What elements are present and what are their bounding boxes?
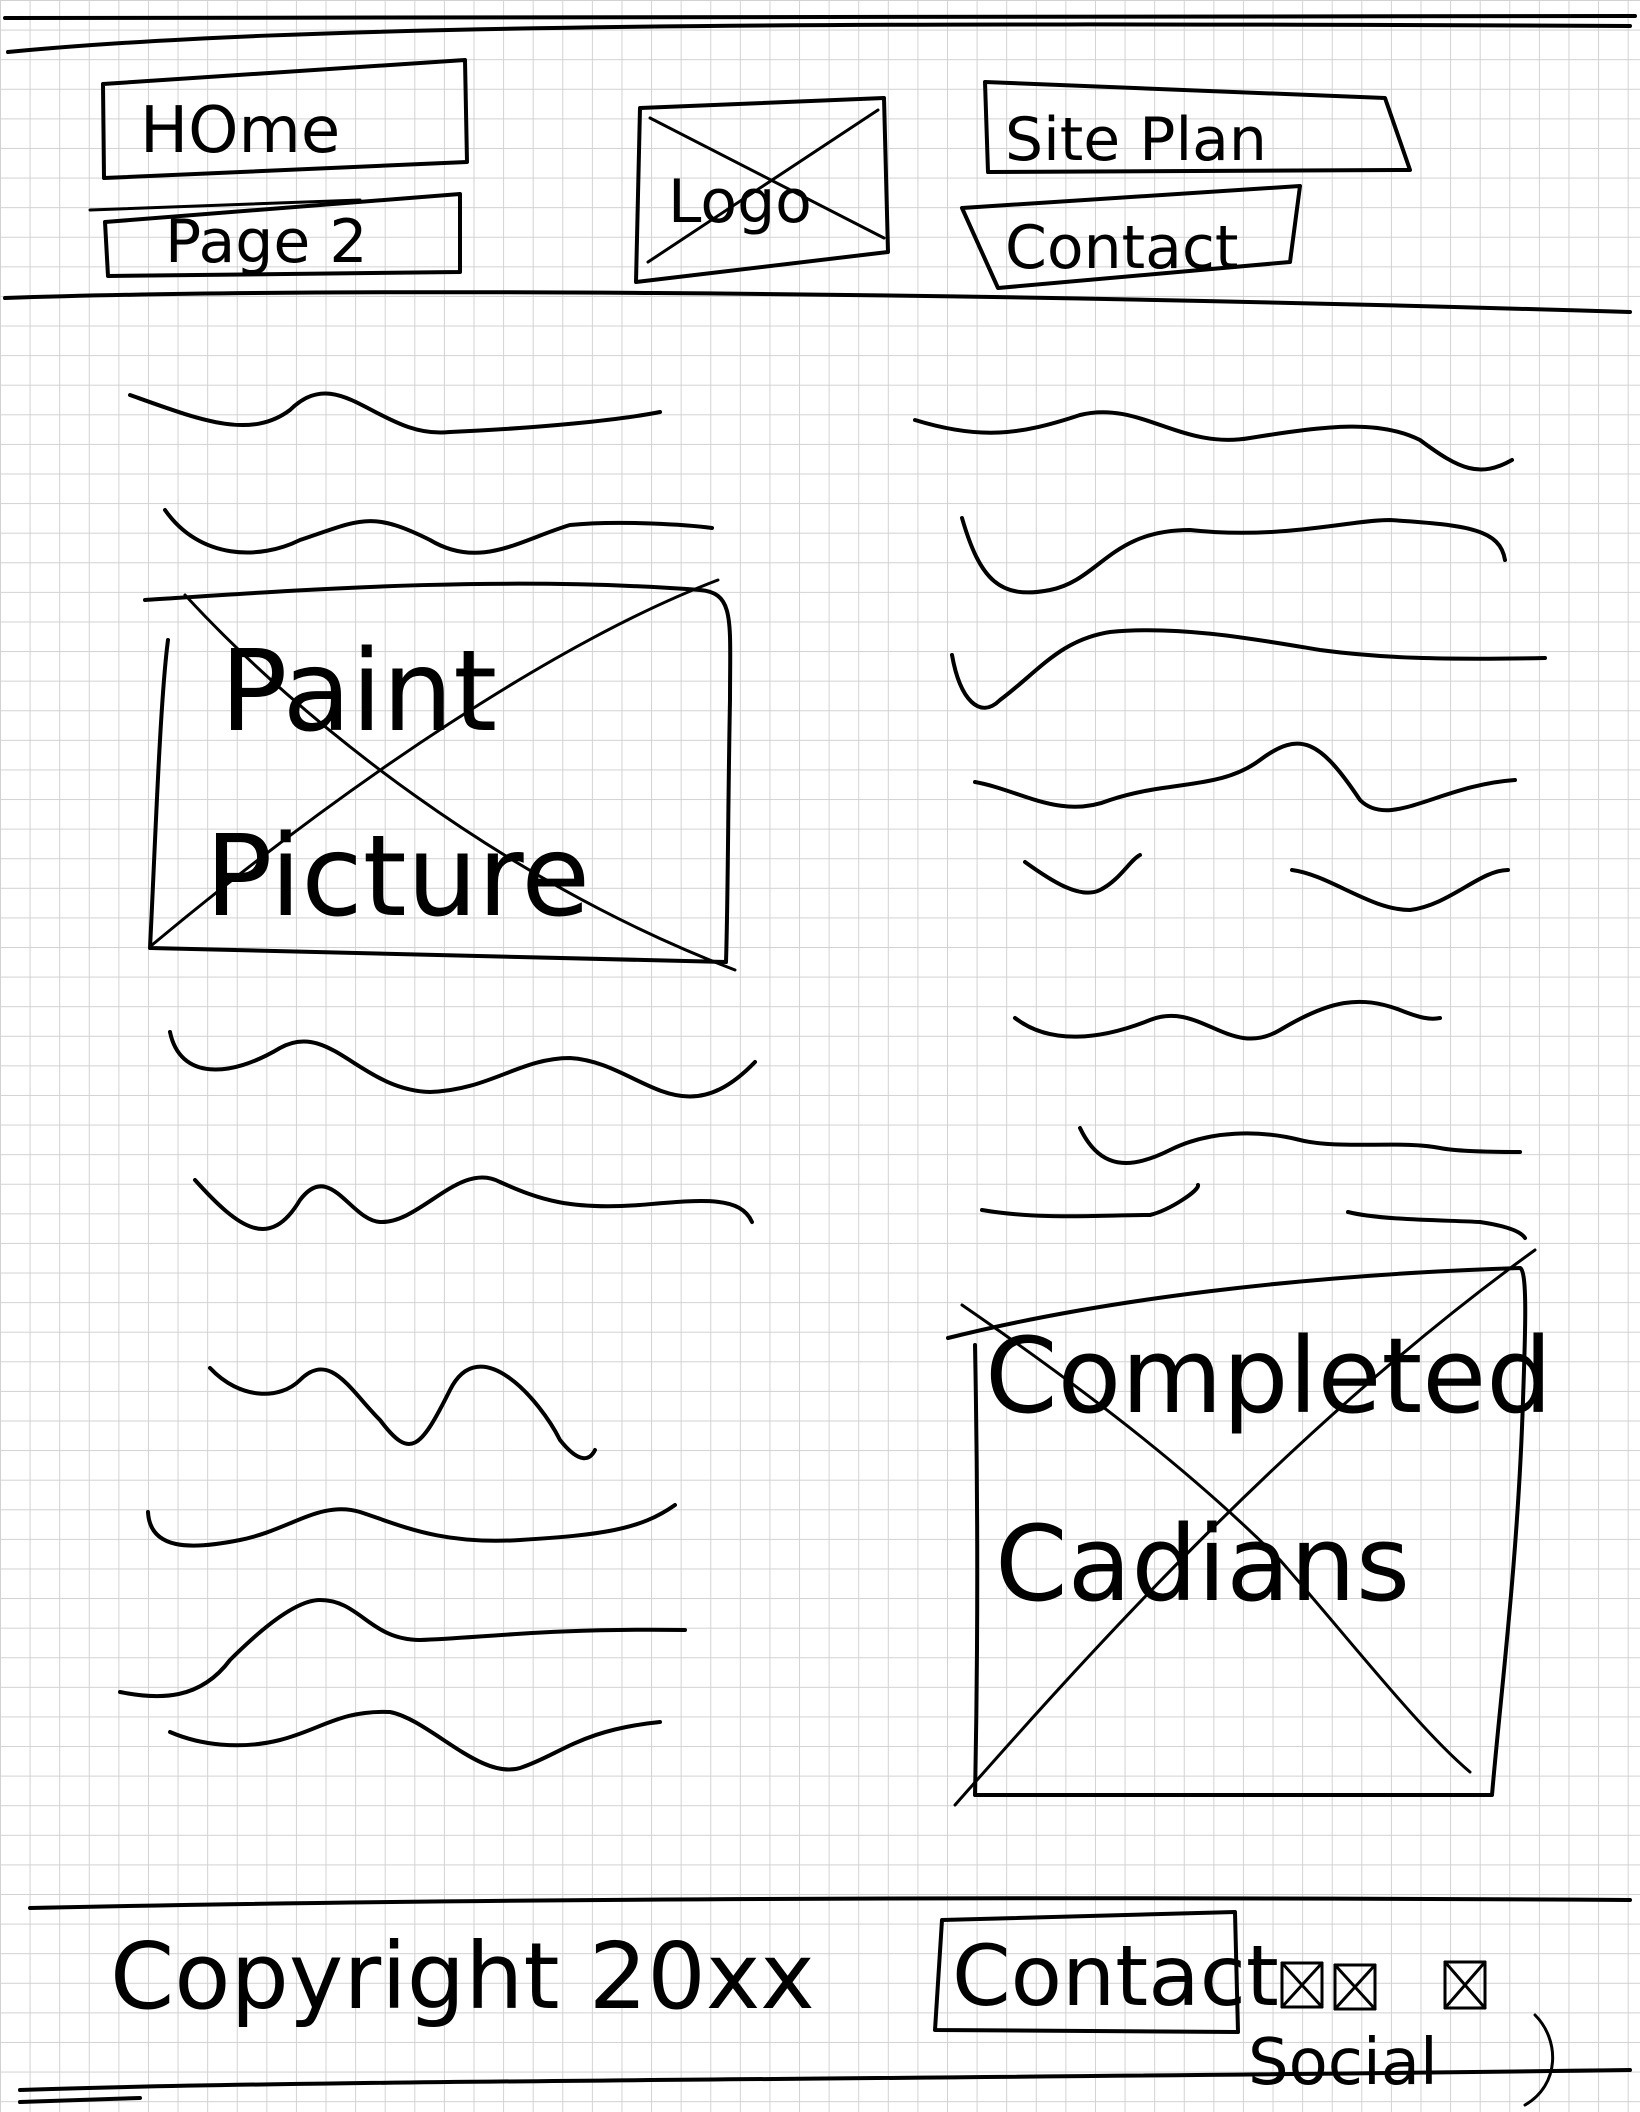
header: HOme Page 2 Logo Site Plan Contact xyxy=(3,11,1637,314)
page2-nav-label: Page 2 xyxy=(165,207,368,277)
contact-nav-button[interactable]: Contact xyxy=(960,184,1302,290)
text-line xyxy=(1290,868,1510,912)
site-plan-nav-button[interactable]: Site Plan xyxy=(983,80,1412,175)
text-line xyxy=(973,741,1517,813)
paint-picture-label-line2: Picture xyxy=(205,812,590,942)
site-plan-nav-label: Site Plan xyxy=(1005,105,1267,175)
text-line xyxy=(168,1709,662,1772)
text-line xyxy=(118,1598,687,1699)
text-line xyxy=(168,1030,757,1099)
text-line xyxy=(193,1175,754,1231)
header-bottom-border xyxy=(3,290,1632,314)
home-nav-label: HOme xyxy=(140,94,340,168)
contact-nav-label: Contact xyxy=(1005,213,1238,283)
social-icon-2[interactable] xyxy=(1333,1963,1377,2011)
page2-nav-button[interactable]: Page 2 xyxy=(88,192,462,278)
text-line xyxy=(146,1503,677,1548)
completed-cadians-label-line1: Completed xyxy=(985,1315,1552,1437)
social-icons: Social xyxy=(1248,1960,1555,2107)
text-line xyxy=(1078,1126,1522,1165)
footer-bottom-stub xyxy=(18,2096,142,2104)
paint-picture-placeholder: Paint Picture xyxy=(143,578,737,972)
text-line xyxy=(1023,853,1142,895)
home-nav-button[interactable]: HOme xyxy=(101,58,469,180)
logo: Logo xyxy=(634,96,890,284)
footer-top-border xyxy=(28,1896,1632,1910)
header-top-border xyxy=(3,11,1637,20)
text-line xyxy=(1346,1210,1527,1240)
social-label: Social xyxy=(1248,2026,1438,2100)
social-label-bracket xyxy=(1523,2013,1555,2107)
header-top-border-2 xyxy=(6,22,1632,54)
text-line xyxy=(208,1364,597,1461)
copyright-text: Copyright 20xx xyxy=(110,1923,815,2030)
footer: Copyright 20xx Contact Social xyxy=(18,1896,1632,2107)
social-icon-3[interactable] xyxy=(1443,1960,1487,2010)
footer-contact-button[interactable]: Contact xyxy=(933,1910,1279,2034)
text-line xyxy=(950,628,1547,710)
text-line xyxy=(163,508,714,555)
logo-label: Logo xyxy=(668,167,812,237)
text-line xyxy=(960,516,1507,595)
text-line xyxy=(980,1183,1200,1219)
left-column: Paint Picture xyxy=(118,391,757,1772)
text-line xyxy=(128,391,662,435)
text-line xyxy=(913,410,1514,472)
footer-contact-label: Contact xyxy=(952,1927,1279,2025)
completed-cadians-placeholder: Completed Cadians xyxy=(946,1248,1552,1807)
social-icon-1[interactable] xyxy=(1280,1961,1324,2009)
footer-bottom-border xyxy=(18,2068,1632,2092)
text-line xyxy=(1013,999,1442,1041)
completed-cadians-label-line2: Cadians xyxy=(995,1503,1410,1625)
paint-picture-label-line1: Paint xyxy=(220,627,497,757)
right-column: Completed Cadians xyxy=(913,410,1552,1807)
